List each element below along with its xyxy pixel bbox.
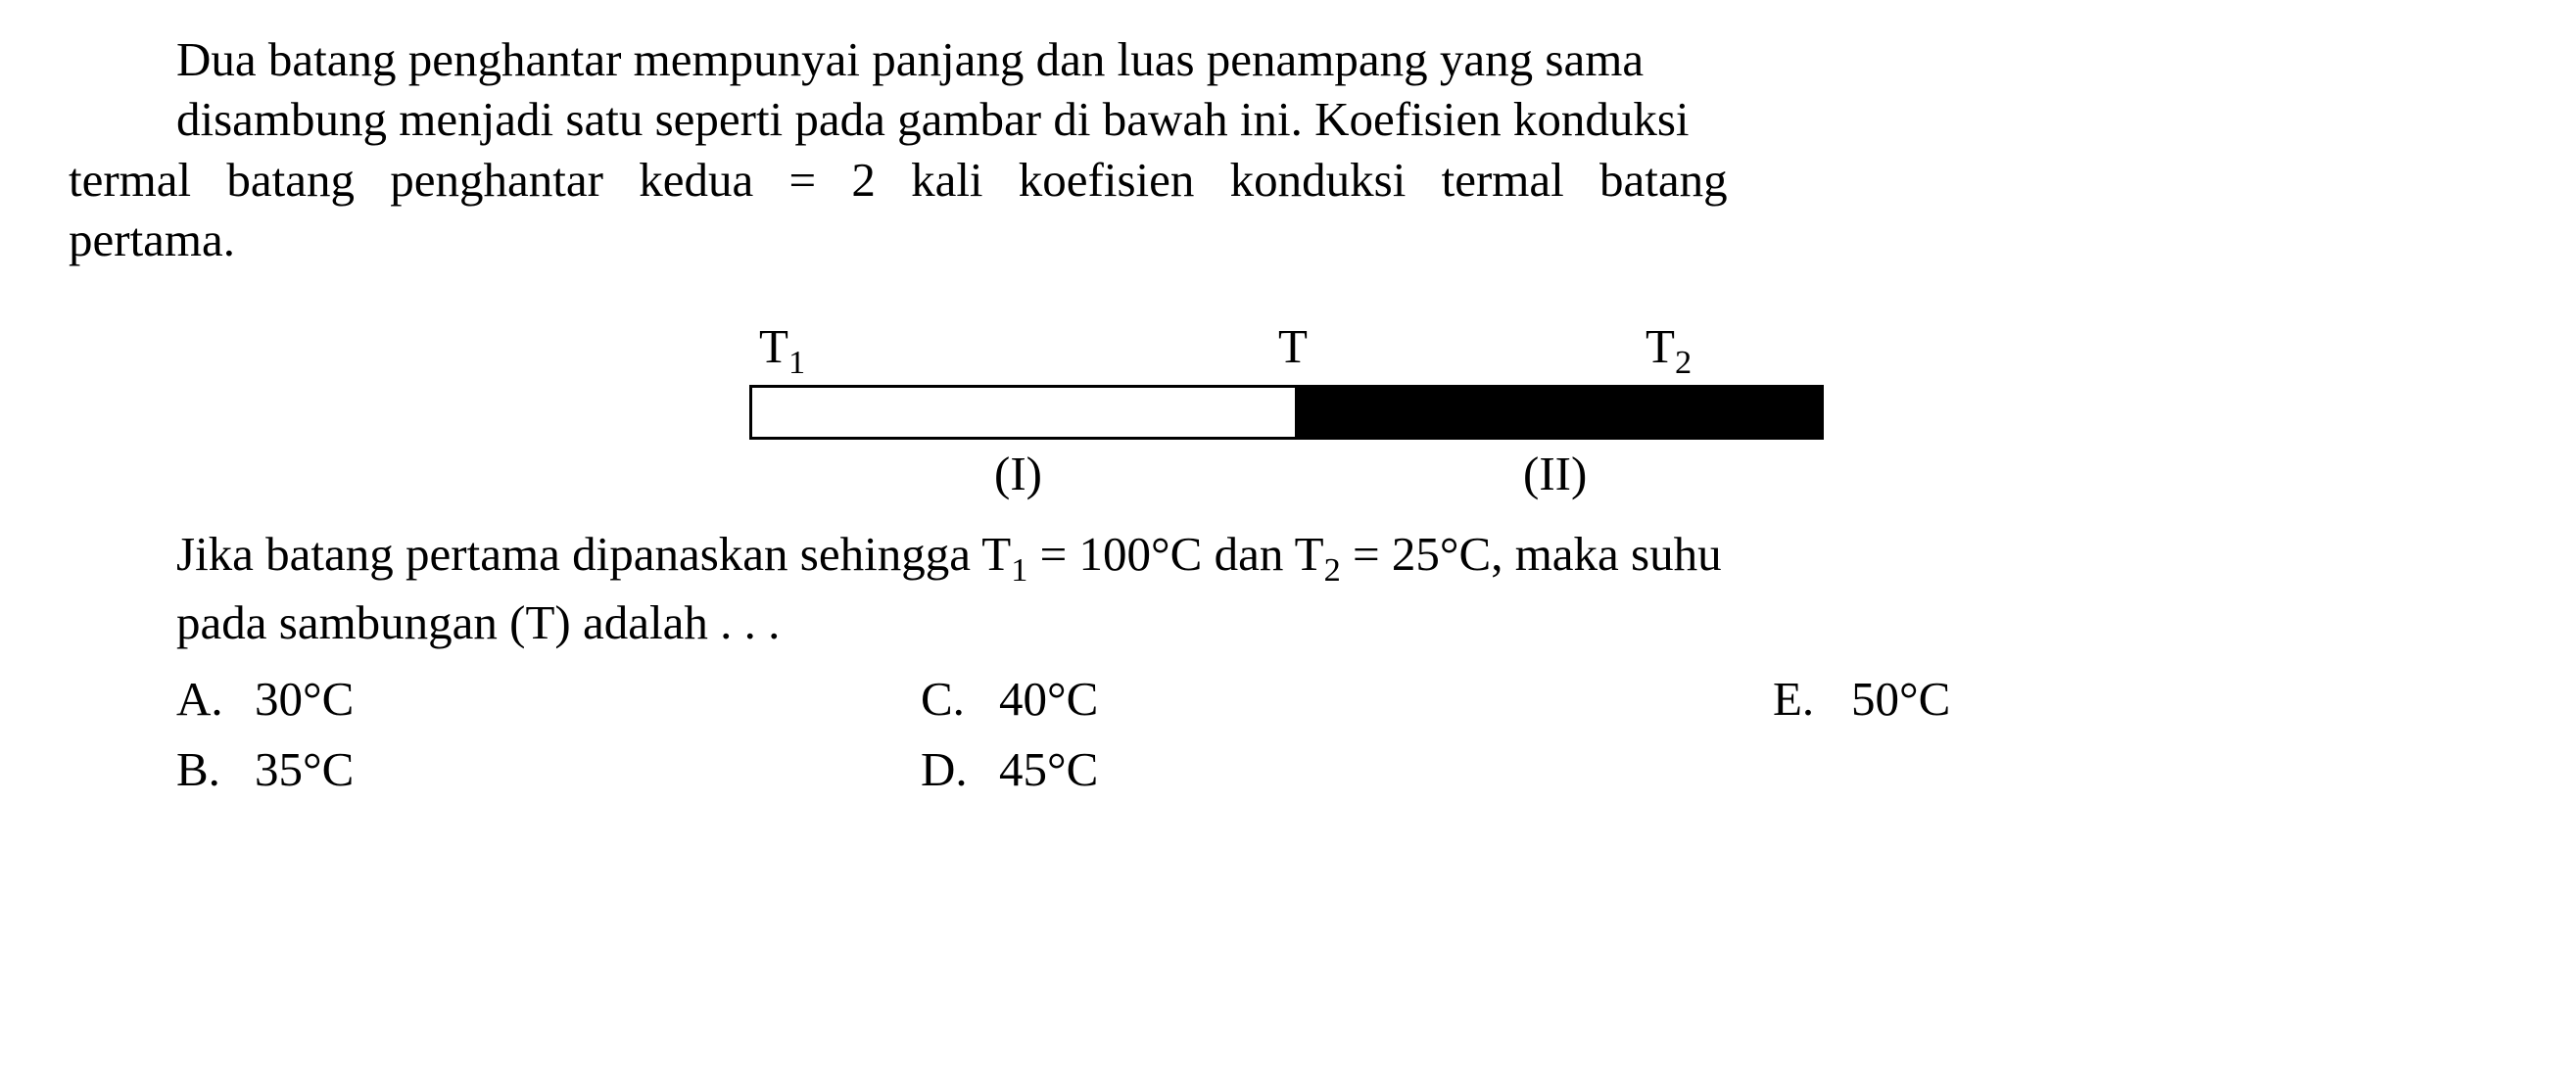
options-row-2: B. 35°C D. 45°C — [176, 741, 2507, 797]
bar-conductor-1 — [749, 385, 1298, 440]
option-d: D. 45°C — [921, 741, 1773, 797]
option-b-letter: B. — [176, 741, 255, 797]
option-d-value: 45°C — [999, 741, 1098, 797]
followup-post: = 25°C, maka suhu — [1341, 527, 1722, 581]
followup-line-2: pada sambungan (T) adalah . . . — [176, 592, 2507, 654]
answer-options: A. 30°C C. 40°C E. 50°C B. 35°C D. 45°C — [176, 671, 2507, 797]
option-c: C. 40°C — [921, 671, 1773, 727]
question-line-3: termal batang penghantar kedua = 2 kali … — [69, 150, 2507, 210]
roman-label-1: (I) — [994, 446, 1042, 501]
followup-sub2: 2 — [1324, 551, 1341, 589]
option-e: E. 50°C — [1773, 671, 1950, 727]
bar-conductor-2 — [1295, 385, 1824, 440]
followup-paragraph: Jika batang pertama dipanaskan sehingga … — [176, 524, 2507, 653]
question-line-4: pertama. — [69, 210, 2507, 269]
option-a-value: 30°C — [255, 671, 354, 727]
question-line-1: Dua batang penghantar mempunyai panjang … — [69, 29, 2507, 89]
followup-pre: Jika batang pertama dipanaskan sehingga … — [176, 527, 1011, 581]
option-e-letter: E. — [1773, 671, 1851, 727]
followup-line-1: Jika batang pertama dipanaskan sehingga … — [176, 524, 2507, 592]
label-t1-base: T — [759, 319, 788, 373]
followup-sub1: 1 — [1011, 551, 1027, 589]
option-a: A. 30°C — [176, 671, 921, 727]
option-d-letter: D. — [921, 741, 999, 797]
question-line-2: disambung menjadi satu seperti pada gamb… — [69, 89, 2507, 149]
diagram-container: T1 T T2 (I) (II) — [69, 318, 2507, 504]
option-c-letter: C. — [921, 671, 999, 727]
option-b: B. 35°C — [176, 741, 921, 797]
option-a-letter: A. — [176, 671, 255, 727]
conductor-bars — [749, 385, 1827, 440]
option-e-value: 50°C — [1851, 671, 1950, 727]
option-c-value: 40°C — [999, 671, 1098, 727]
label-t1: T1 — [759, 318, 805, 382]
question-paragraph: Dua batang penghantar mempunyai panjang … — [69, 29, 2507, 269]
label-t2-sub: 2 — [1675, 344, 1692, 381]
followup-mid: = 100°C dan T — [1027, 527, 1323, 581]
roman-label-2: (II) — [1523, 446, 1587, 501]
label-t2-base: T — [1646, 319, 1675, 373]
conductor-diagram: T1 T T2 (I) (II) — [749, 318, 1827, 504]
options-row-1: A. 30°C C. 40°C E. 50°C — [176, 671, 2507, 727]
label-t1-sub: 1 — [788, 344, 805, 381]
label-t-mid: T — [1278, 318, 1308, 374]
label-t2: T2 — [1646, 318, 1692, 382]
option-b-value: 35°C — [255, 741, 354, 797]
